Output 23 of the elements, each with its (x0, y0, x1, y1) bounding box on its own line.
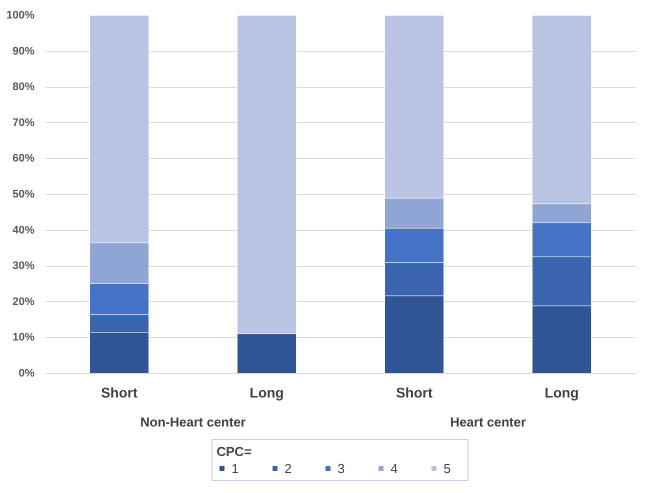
text: Non-Heart center (140, 414, 246, 430)
legend-label: 4 (390, 460, 399, 476)
legend-title: CPC= (216, 444, 253, 458)
y-tick-label: 70% (12, 116, 35, 129)
y-tick-label: 10% (12, 332, 35, 344)
y-tick-label: 0% (18, 368, 35, 380)
y-tick-label: 40% (12, 224, 35, 236)
x-tick-label: Long (250, 384, 284, 400)
text: Heart center (450, 414, 526, 430)
x-tick-label: Long (544, 384, 579, 400)
y-tick-label: 90% (12, 45, 35, 58)
y-tick-label: 100% (6, 10, 35, 22)
legend-label: 5 (444, 460, 452, 476)
x-tick-label: Short (396, 384, 433, 400)
x-tick-label: Short (100, 384, 138, 400)
legend-label: 2 (284, 460, 293, 476)
legend-label: 1 (232, 460, 240, 476)
y-tick-label: 60% (12, 152, 35, 165)
y-tick-label: 50% (12, 188, 35, 200)
y-tick-label: 80% (12, 81, 35, 94)
legend-label: 3 (338, 460, 346, 476)
y-tick-label: 30% (12, 260, 35, 272)
y-tick-label: 20% (12, 296, 35, 308)
